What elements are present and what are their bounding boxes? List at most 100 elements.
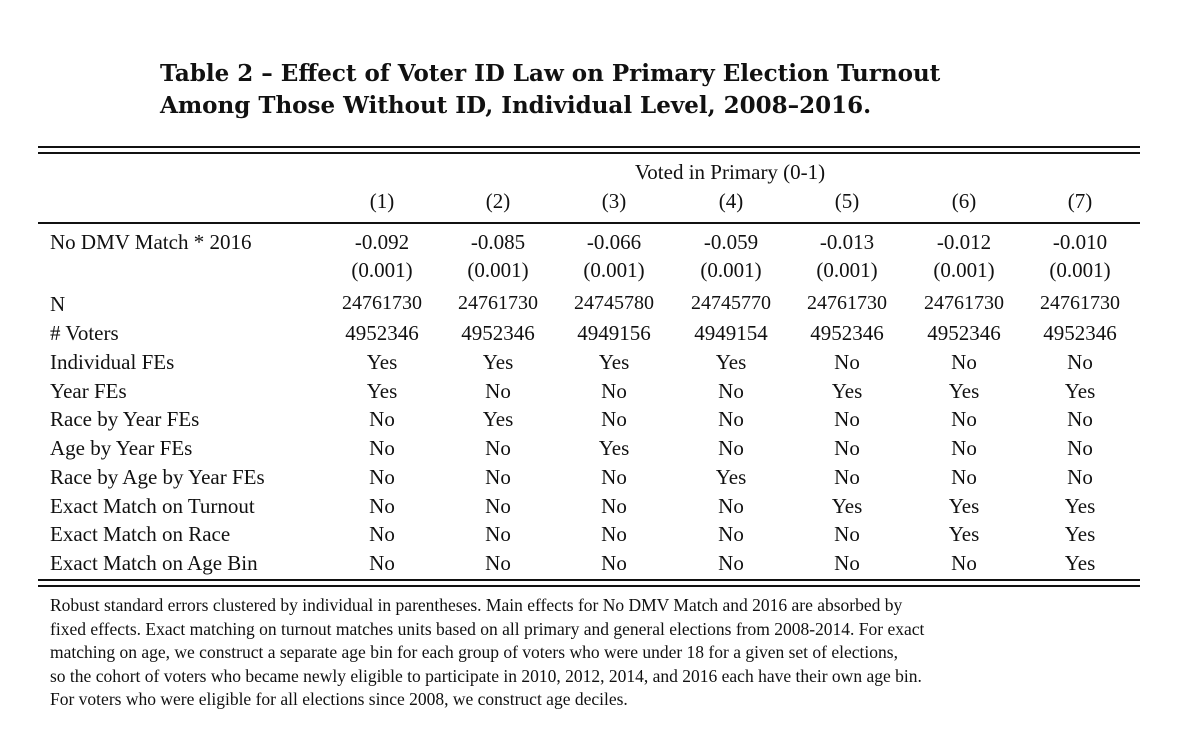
table-cell: No	[369, 551, 395, 575]
table-cell: No	[951, 350, 977, 374]
table-cell: Yes	[948, 522, 980, 546]
table-cell: No	[834, 465, 860, 489]
table-cell: Yes	[948, 494, 980, 518]
row-label: N	[50, 292, 66, 316]
table-cell: No	[951, 551, 977, 575]
se-cell: (0.001)	[467, 258, 529, 282]
top-rule-1	[38, 146, 1140, 148]
note-line: Robust standard errors clustered by indi…	[50, 595, 903, 615]
coef-cell: -0.013	[819, 230, 875, 254]
table-cell: Yes	[1064, 379, 1096, 403]
table-cell: No	[601, 494, 627, 518]
note-line: fixed effects. Exact matching on turnout…	[50, 618, 925, 639]
table-cell: Yes	[482, 350, 514, 374]
column-header: (3)	[601, 189, 627, 213]
table-cell: No	[834, 350, 860, 374]
table-cell: No	[601, 379, 627, 403]
table-cell: No	[951, 465, 977, 489]
row-label: Year FEs	[50, 379, 127, 403]
table-cell: No	[369, 522, 395, 546]
table-cell: No	[485, 494, 511, 518]
column-header: (5)	[834, 189, 860, 213]
header-rule	[38, 222, 1140, 224]
table-cell: Yes	[366, 350, 398, 374]
table-cell: No	[834, 522, 860, 546]
coef-cell: -0.066	[586, 230, 642, 254]
table-cell: 24761730	[458, 292, 538, 314]
table-cell: Yes	[598, 350, 630, 374]
row-label: Age by Year FEs	[50, 436, 193, 460]
se-cell: (0.001)	[583, 258, 645, 282]
table-cell: 24761730	[924, 292, 1004, 314]
table-cell: Yes	[366, 379, 398, 403]
table-cell: 4952346	[810, 321, 884, 345]
coef-cell: -0.085	[470, 230, 526, 254]
note-line: For voters who were eligible for all ele…	[50, 689, 628, 709]
table-cell: Yes	[1064, 494, 1096, 518]
row-label: Race by Year FEs	[50, 407, 200, 431]
table-title-line-2: Among Those Without ID, Individual Level…	[160, 92, 872, 119]
se-cell: (0.001)	[351, 258, 413, 282]
column-header: (2)	[485, 189, 511, 213]
se-cell: (0.001)	[816, 258, 878, 282]
table-cell: No	[1067, 436, 1093, 460]
table-cell: No	[485, 436, 511, 460]
table-cell: No	[369, 465, 395, 489]
table-cell: Yes	[1064, 551, 1096, 575]
table-cell: No	[834, 436, 860, 460]
table-cell: No	[718, 522, 744, 546]
table-cell: 24761730	[342, 292, 422, 314]
column-header: (1)	[369, 189, 395, 213]
row-label-coef: No DMV Match * 2016	[50, 230, 252, 254]
table-cell: No	[718, 407, 744, 431]
table-cell: No	[834, 407, 860, 431]
coef-cell: -0.010	[1052, 230, 1108, 254]
table-cell: No	[601, 407, 627, 431]
row-label: Exact Match on Age Bin	[50, 551, 258, 575]
se-cell: (0.001)	[1049, 258, 1111, 282]
table-cell: No	[1067, 350, 1093, 374]
table-cell: No	[601, 551, 627, 575]
column-header: (4)	[718, 189, 744, 213]
table-cell: Yes	[948, 379, 980, 403]
se-cell: (0.001)	[700, 258, 762, 282]
table-cell: Yes	[831, 494, 863, 518]
table-cell: No	[1067, 465, 1093, 489]
column-header: (7)	[1067, 189, 1093, 213]
bottom-rule-1	[38, 579, 1140, 581]
table-cell: Yes	[482, 407, 514, 431]
table-cell: 4952346	[1043, 321, 1117, 345]
table-cell: 4949156	[577, 321, 651, 345]
coef-cell: -0.012	[936, 230, 992, 254]
table-cell: Yes	[598, 436, 630, 460]
top-rule-2	[38, 152, 1140, 154]
table-cell: No	[485, 551, 511, 575]
table-cell: Yes	[1064, 522, 1096, 546]
table-cell: 24745780	[574, 292, 654, 314]
table-cell: No	[951, 436, 977, 460]
table-cell: No	[485, 379, 511, 403]
table-cell: No	[718, 379, 744, 403]
note-line: matching on age, we construct a separate…	[50, 642, 898, 662]
coef-cell: -0.059	[703, 230, 759, 254]
table-cell: 4952346	[345, 321, 419, 345]
table-cell: No	[369, 407, 395, 431]
table-cell: Yes	[715, 465, 747, 489]
table-cell: No	[601, 522, 627, 546]
table-notes: Robust standard errors clustered by indi…	[50, 594, 1130, 712]
row-label: Exact Match on Turnout	[50, 494, 255, 518]
column-header: (6)	[951, 189, 977, 213]
row-label: Exact Match on Race	[50, 522, 231, 546]
table-cell: Yes	[831, 379, 863, 403]
row-label: # Voters	[50, 321, 119, 345]
table-cell: 24761730	[1040, 292, 1120, 314]
row-label: Race by Age by Year FEs	[50, 465, 265, 489]
table-cell: No	[718, 436, 744, 460]
bottom-rule-2	[38, 585, 1140, 587]
table-cell: 4952346	[927, 321, 1001, 345]
table-cell: No	[485, 522, 511, 546]
se-cell: (0.001)	[933, 258, 995, 282]
table-cell: No	[718, 551, 744, 575]
table-title: Table 2 – Effect of Voter ID Law on Prim…	[160, 58, 1060, 122]
